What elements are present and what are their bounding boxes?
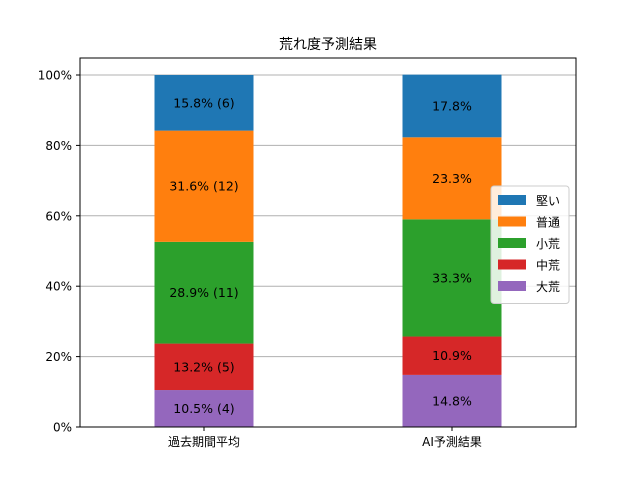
data-label: 10.5% (4) xyxy=(173,401,234,416)
bar-segment xyxy=(154,241,254,344)
legend-swatch xyxy=(498,238,526,248)
bar-segment xyxy=(154,75,254,131)
bar-segment xyxy=(154,390,254,427)
data-label: 23.3% xyxy=(432,171,472,186)
axes: 0% 20% 40% 60% 80% 100% 過去期間平均 AI予測結果 xyxy=(38,69,482,450)
y-tick-label: 0% xyxy=(53,421,72,435)
x-tick-label: 過去期間平均 xyxy=(168,435,240,449)
legend-label: 中荒 xyxy=(536,258,560,273)
bar-segment xyxy=(402,219,502,337)
y-tick-label: 100% xyxy=(38,69,72,83)
bar-segment xyxy=(154,343,254,391)
data-label: 15.8% (6) xyxy=(173,95,234,110)
bar-segment xyxy=(402,137,502,220)
data-label: 17.8% xyxy=(432,98,472,113)
data-label: 33.3% xyxy=(432,270,472,285)
y-tick-label: 60% xyxy=(45,209,72,223)
legend-swatch xyxy=(498,259,526,270)
legend-swatch xyxy=(498,216,526,227)
data-label: 14.8% xyxy=(432,393,472,408)
legend-label: 大荒 xyxy=(536,280,560,294)
legend-label: 堅い xyxy=(536,194,560,208)
bar-segment xyxy=(402,374,502,427)
legend-label: 小荒 xyxy=(536,237,560,251)
bar-segment xyxy=(154,130,254,242)
legend-swatch xyxy=(498,281,526,291)
legend-box xyxy=(490,185,570,304)
y-tick-label: 80% xyxy=(45,139,72,153)
y-tick-label: 20% xyxy=(45,350,72,364)
bars xyxy=(154,74,502,427)
bar-segment xyxy=(402,336,502,375)
data-label: 31.6% (12) xyxy=(169,179,238,194)
plot-frame xyxy=(79,57,577,428)
legend-label: 普通 xyxy=(536,216,560,230)
chart-title: 荒れ度予測結果 xyxy=(279,37,377,53)
data-label: 28.9% (11) xyxy=(169,285,238,300)
data-label: 13.2% (5) xyxy=(173,359,234,374)
legend-swatch xyxy=(498,195,526,205)
y-tick-label: 40% xyxy=(45,280,72,294)
data-label: 10.9% xyxy=(432,348,472,363)
x-tick-label: AI予測結果 xyxy=(422,435,482,449)
data-labels: 10.5% (4) 13.2% (5) 28.9% (11) 31.6% (12) 15… xyxy=(169,95,472,416)
bar-segment xyxy=(402,74,502,138)
